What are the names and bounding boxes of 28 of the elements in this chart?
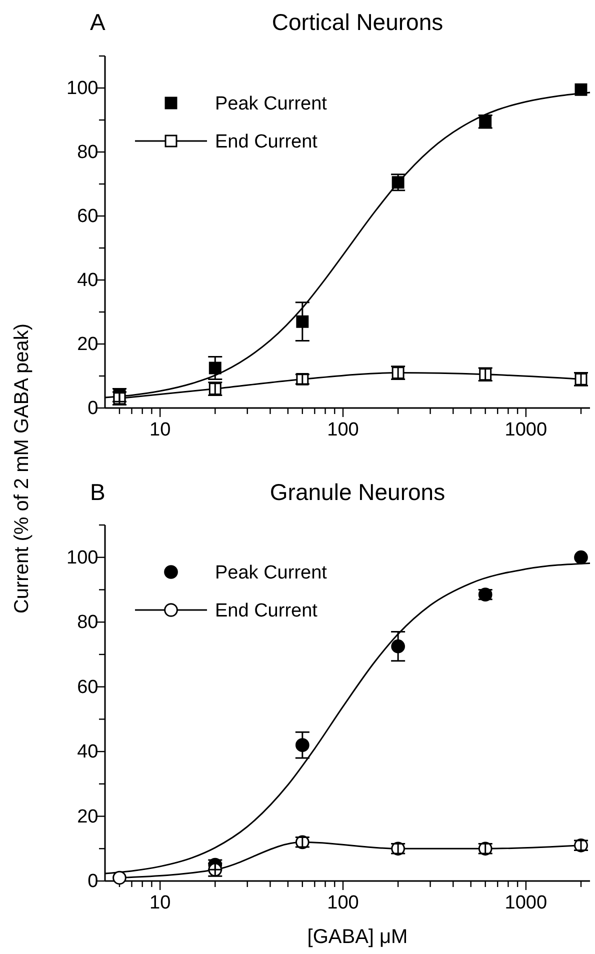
y-tick-label: 20: [77, 806, 98, 828]
y-tick-label: 0: [88, 871, 98, 892]
chart-title: Cortical Neurons: [272, 9, 444, 35]
legend-label: End Current: [215, 132, 318, 153]
x-axis-title: [GABA] μM: [307, 926, 408, 948]
legend-label: End Current: [215, 600, 318, 622]
y-tick-label: 60: [77, 206, 98, 228]
y-tick-label: 100: [66, 78, 98, 100]
y-tick-label: 80: [77, 142, 98, 164]
y-axis-title: Current (% of 2 mM GABA peak): [11, 323, 33, 614]
chart-title: Granule Neurons: [270, 479, 446, 505]
y-tick-label: 100: [66, 547, 98, 568]
y-tick-label: 60: [77, 676, 98, 698]
x-tick-label: 100: [327, 892, 359, 914]
y-tick-label: 0: [88, 398, 98, 420]
y-tick-label: 80: [77, 612, 98, 634]
text: B: [90, 479, 106, 505]
legend-label: Peak Current: [215, 94, 328, 115]
x-tick-label: 100: [327, 420, 359, 441]
y-tick-label: 20: [77, 334, 98, 356]
x-tick-label: 10: [149, 892, 171, 914]
x-tick-label: 1000: [504, 420, 548, 441]
y-tick-label: 40: [77, 270, 98, 292]
legend-label: Peak Current: [215, 562, 328, 584]
x-tick-label: 1000: [504, 892, 548, 914]
y-tick-label: 40: [77, 742, 98, 763]
text: A: [90, 9, 106, 35]
x-tick-label: 10: [149, 420, 171, 441]
